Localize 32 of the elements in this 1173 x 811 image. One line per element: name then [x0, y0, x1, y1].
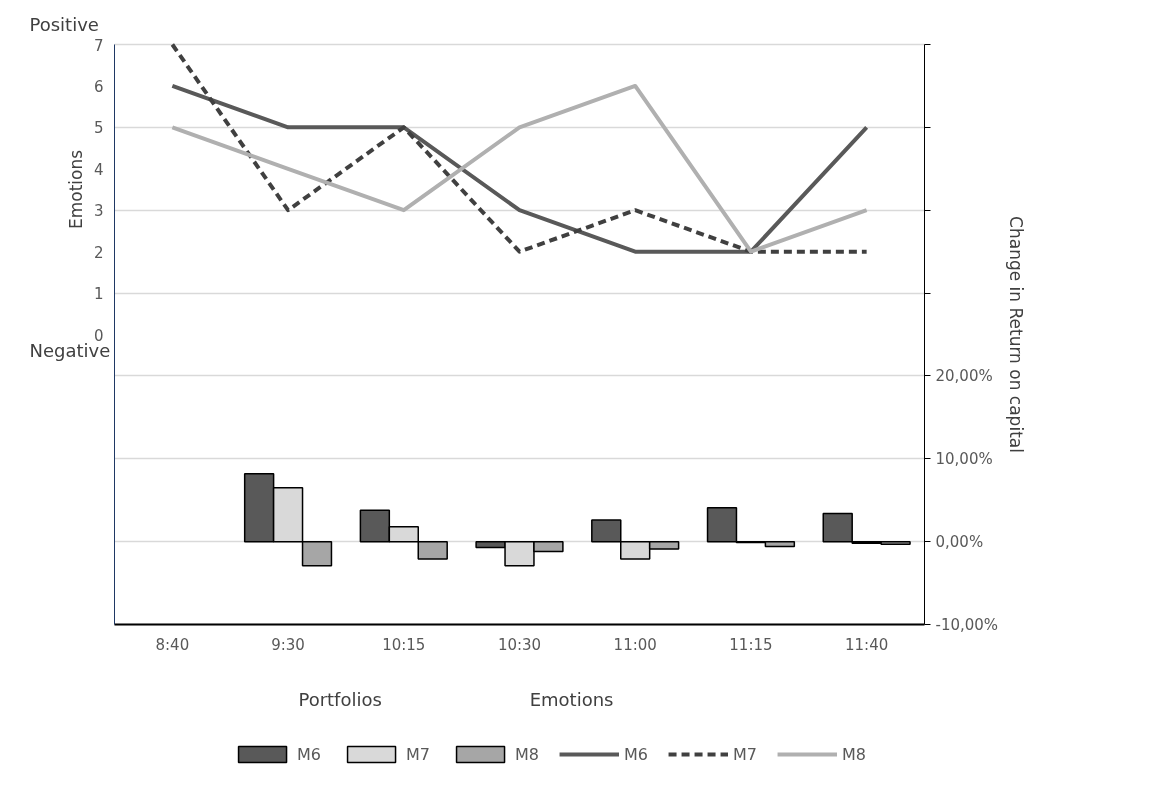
text: Positive — [29, 13, 99, 35]
y-tick-label: 4 — [93, 160, 104, 179]
y-tick-label: 1 — [93, 285, 104, 304]
line-series — [170, 83, 869, 254]
y-tick-label: 2 — [93, 243, 104, 262]
x-tick-label: 11:15 — [729, 635, 773, 654]
x-tick-label: 9:30 — [271, 635, 305, 654]
legend-label: M8 — [841, 744, 866, 764]
legend-label: M7 — [406, 744, 431, 764]
y2-tick-label: 20,00% — [935, 366, 993, 385]
legend-label: M8 — [515, 744, 539, 764]
x-tick-label: 10:15 — [382, 635, 426, 654]
y-tick-label: 3 — [93, 202, 104, 221]
y-axis-title: Emotions — [65, 149, 86, 230]
y-tick-label: 7 — [93, 36, 104, 55]
y2-tick-label: 10,00% — [935, 449, 993, 468]
legend-label: M6 — [624, 744, 648, 764]
x-tick-label: 10:30 — [497, 635, 542, 654]
y2-axis-title: Change in Return on capital — [1006, 216, 1027, 453]
x-tick-label: 8:40 — [155, 635, 190, 654]
y-tick-label: 6 — [93, 77, 104, 96]
line-series — [170, 42, 869, 254]
y-tick-label: 0 — [93, 326, 104, 345]
x-tick-label: 11:00 — [613, 635, 657, 654]
text: Emotions — [529, 688, 614, 710]
x-tick-label: 11:40 — [845, 635, 889, 654]
y2-tick-label: 0,00% — [935, 532, 984, 551]
y2-tick-label: -10,00% — [935, 615, 999, 634]
legend-label: M7 — [732, 744, 757, 764]
text: Portfolios — [298, 688, 382, 710]
legend-label: M6 — [297, 744, 322, 764]
y-tick-label: 5 — [93, 119, 104, 138]
